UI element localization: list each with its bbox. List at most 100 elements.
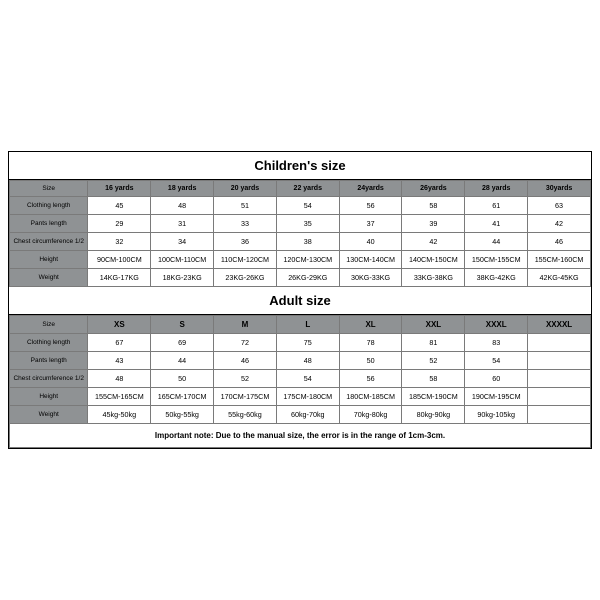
cell: 130CM-140CM [339,251,402,269]
size-col: XXL [402,316,465,334]
size-col: 30yards [528,181,591,197]
row-label: Chest circumference 1/2 [10,370,88,388]
size-col: 20 yards [214,181,277,197]
size-col: L [276,316,339,334]
size-col: 28 yards [465,181,528,197]
cell: 52 [214,370,277,388]
table-row: Weight 14KG-17KG 18KG-23KG 23KG-26KG 26K… [10,269,591,287]
row-label: Clothing length [10,197,88,215]
row-label: Pants length [10,215,88,233]
size-col: XS [88,316,151,334]
cell: 56 [339,197,402,215]
cell: 175CM-180CM [276,388,339,406]
cell: 46 [214,352,277,370]
cell: 180CM-185CM [339,388,402,406]
cell: 50kg-55kg [151,406,214,424]
children-table: Size 16 yards 18 yards 20 yards 22 yards… [9,180,591,287]
table-row: Pants length 43 44 46 48 50 52 54 [10,352,591,370]
table-row: Height 155CM-165CM 165CM-170CM 170CM-175… [10,388,591,406]
cell: 190CM-195CM [465,388,528,406]
size-col: S [151,316,214,334]
row-label: Size [10,316,88,334]
table-row: Clothing length 67 69 72 75 78 81 83 [10,334,591,352]
table-row: Chest circumference 1/2 32 34 36 38 40 4… [10,233,591,251]
children-title: Children's size [9,152,591,180]
size-col: 24yards [339,181,402,197]
row-label: Height [10,388,88,406]
cell: 54 [276,370,339,388]
size-col: XXXL [465,316,528,334]
size-chart: Children's size Size 16 yards 18 yards 2… [8,151,592,449]
cell: 185CM-190CM [402,388,465,406]
cell: 56 [339,370,402,388]
cell: 170CM-175CM [214,388,277,406]
cell: 42 [528,215,591,233]
cell: 75 [276,334,339,352]
cell: 33 [214,215,277,233]
cell: 90kg-105kg [465,406,528,424]
cell: 37 [339,215,402,233]
table-row: Height 90CM-100CM 100CM-110CM 110CM-120C… [10,251,591,269]
cell: 43 [88,352,151,370]
cell: 165CM-170CM [151,388,214,406]
cell: 54 [276,197,339,215]
row-label: Height [10,251,88,269]
cell: 40 [339,233,402,251]
cell: 58 [402,197,465,215]
cell: 30KG-33KG [339,269,402,287]
cell: 48 [276,352,339,370]
cell: 110CM-120CM [214,251,277,269]
cell: 38 [276,233,339,251]
adult-table: Size XS S M L XL XXL XXXL XXXXL Clothing… [9,315,591,448]
cell: 60 [465,370,528,388]
cell [528,406,591,424]
table-row: Important note: Due to the manual size, … [10,424,591,448]
cell: 48 [88,370,151,388]
cell [528,334,591,352]
row-label: Weight [10,406,88,424]
cell: 80kg-90kg [402,406,465,424]
table-row: Size 16 yards 18 yards 20 yards 22 yards… [10,181,591,197]
cell: 140CM-150CM [402,251,465,269]
table-row: Weight 45kg-50kg 50kg-55kg 55kg-60kg 60k… [10,406,591,424]
row-label: Clothing length [10,334,88,352]
cell: 55kg-60kg [214,406,277,424]
cell: 83 [465,334,528,352]
cell: 35 [276,215,339,233]
row-label: Size [10,181,88,197]
cell: 18KG-23KG [151,269,214,287]
cell [528,370,591,388]
cell: 42 [402,233,465,251]
table-row: Clothing length 45 48 51 54 56 58 61 63 [10,197,591,215]
cell: 72 [214,334,277,352]
cell: 39 [402,215,465,233]
cell: 50 [339,352,402,370]
size-col: XL [339,316,402,334]
cell: 67 [88,334,151,352]
cell: 31 [151,215,214,233]
size-col: M [214,316,277,334]
cell: 52 [402,352,465,370]
cell: 48 [151,197,214,215]
cell: 46 [528,233,591,251]
cell: 150CM-155CM [465,251,528,269]
cell: 42KG-45KG [528,269,591,287]
cell: 41 [465,215,528,233]
cell: 45 [88,197,151,215]
size-col: 18 yards [151,181,214,197]
cell: 38KG-42KG [465,269,528,287]
cell: 81 [402,334,465,352]
cell: 14KG-17KG [88,269,151,287]
size-col: 26yards [402,181,465,197]
cell: 90CM-100CM [88,251,151,269]
size-col: XXXXL [528,316,591,334]
cell: 44 [465,233,528,251]
cell: 44 [151,352,214,370]
cell: 58 [402,370,465,388]
table-row: Size XS S M L XL XXL XXXL XXXXL [10,316,591,334]
adult-title: Adult size [9,287,591,315]
cell [528,352,591,370]
cell: 155CM-160CM [528,251,591,269]
cell: 34 [151,233,214,251]
row-label: Pants length [10,352,88,370]
